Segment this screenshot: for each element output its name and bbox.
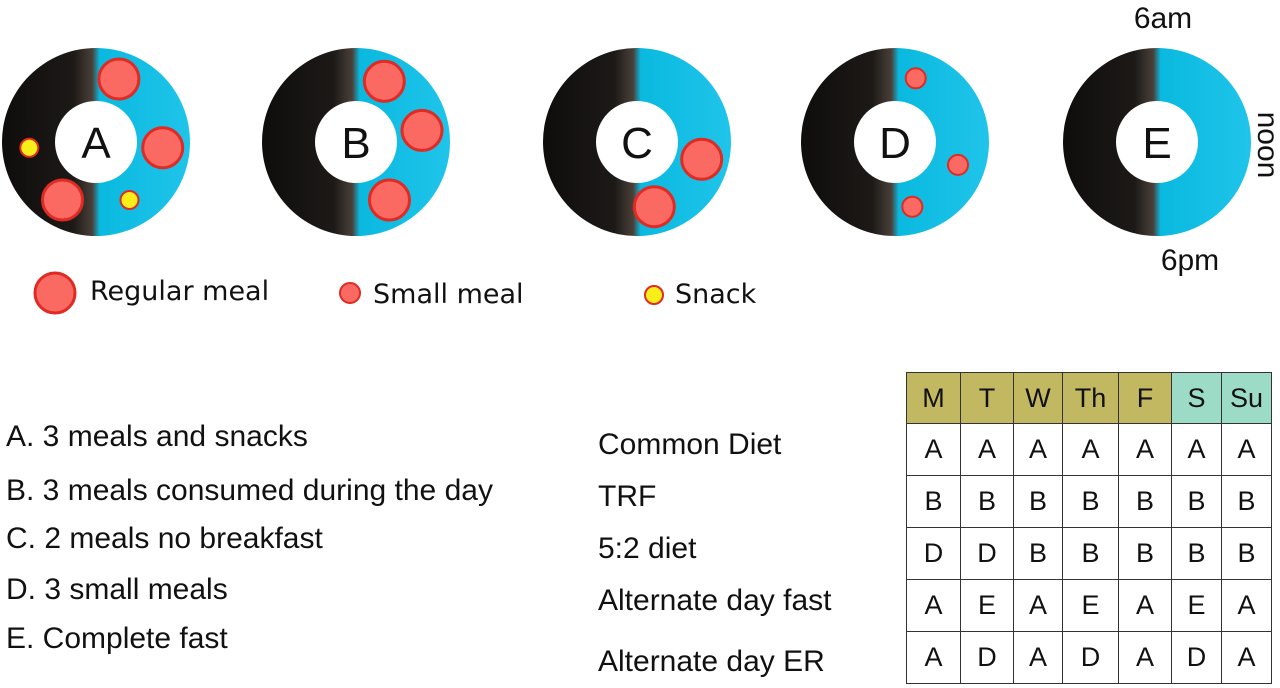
schedule-row-5-2-diet: D D B B B B B xyxy=(906,527,1272,580)
day-header-f: F xyxy=(1118,372,1172,424)
schedule-row-alternate-day-er: A D A D A D A xyxy=(906,631,1272,684)
regular-meal-marker xyxy=(400,108,444,152)
small-meal-marker xyxy=(901,195,924,218)
regular-meal-marker xyxy=(41,178,84,222)
day-header-t: T xyxy=(960,372,1014,424)
schedule-cell: A xyxy=(906,631,961,684)
day-header-row: M T W Th F S Su xyxy=(906,372,1272,424)
ring-center xyxy=(596,101,678,183)
schedule-cell: A xyxy=(960,423,1014,476)
ring-center xyxy=(1116,101,1198,183)
plan-name-alternate-day-fast: Alternate day fast xyxy=(598,584,832,617)
schedule-cell: A xyxy=(1221,631,1272,684)
pattern-ring-a: A xyxy=(2,48,190,236)
ring-center xyxy=(854,101,936,183)
legend-snack-marker xyxy=(644,285,664,305)
day-header-m: M xyxy=(906,372,961,424)
schedule-cell: B xyxy=(1221,527,1272,580)
schedule-cell: A xyxy=(1013,579,1063,632)
legend-regular-label: Regular meal xyxy=(90,276,270,307)
schedule-cell: E xyxy=(960,579,1014,632)
time-label-noon: noon xyxy=(1251,112,1280,179)
schedule-cell: D xyxy=(1062,631,1119,684)
schedule-cell: B xyxy=(1062,527,1119,580)
schedule-cell: B xyxy=(1118,527,1172,580)
weekly-schedule-table: M T W Th F S Su A A A A A A A B B B B B … xyxy=(906,372,1272,684)
schedule-cell: A xyxy=(1171,423,1222,476)
schedule-cell: A xyxy=(1013,423,1063,476)
pattern-ring-d: D xyxy=(801,48,989,236)
schedule-cell: A xyxy=(1118,579,1172,632)
regular-meal-marker xyxy=(141,126,185,170)
day-header-su: Su xyxy=(1221,372,1272,424)
legend-layer xyxy=(33,271,664,315)
schedule-cell: E xyxy=(1171,579,1222,632)
plan-name-5-2-diet: 5:2 diet xyxy=(598,532,697,565)
regular-meal-marker xyxy=(680,137,724,181)
schedule-row-common-diet: A A A A A A A xyxy=(906,423,1272,476)
schedule-cell: B xyxy=(1171,475,1222,528)
schedule-cell: D xyxy=(906,527,961,580)
schedule-cell: A xyxy=(1118,631,1172,684)
regular-meal-marker xyxy=(362,59,406,103)
legend-snack-label: Snack xyxy=(675,279,757,310)
ring-letter-e: E xyxy=(1142,119,1171,168)
ring-letter-a: A xyxy=(81,119,111,168)
schedule-cell: D xyxy=(1171,631,1222,684)
description-b: B. 3 meals consumed during the day xyxy=(6,474,493,507)
schedule-cell: D xyxy=(960,631,1014,684)
small-meal-marker xyxy=(947,153,969,176)
day-header-w: W xyxy=(1013,372,1063,424)
regular-meal-marker xyxy=(368,178,411,222)
description-d: D. 3 small meals xyxy=(6,573,228,606)
plan-name-common-diet: Common Diet xyxy=(598,428,782,461)
schedule-cell: A xyxy=(1062,423,1119,476)
schedule-cell: B xyxy=(906,475,961,528)
small-meal-marker xyxy=(904,67,927,90)
schedule-row-alternate-day-fast: A E A E A E A xyxy=(906,579,1272,632)
ring-center xyxy=(315,101,397,183)
schedule-row-trf: B B B B B B B xyxy=(906,475,1272,528)
pattern-ring-b: B xyxy=(262,48,450,236)
schedule-cell: B xyxy=(1013,475,1063,528)
schedule-cell: B xyxy=(1118,475,1172,528)
description-c: C. 2 meals no breakfast xyxy=(6,522,323,555)
snack-meal-marker xyxy=(19,137,40,158)
schedule-cell: B xyxy=(1062,475,1119,528)
rings-layer: A B C D E xyxy=(2,48,1251,236)
legend-small-marker xyxy=(339,282,361,304)
schedule-cell: A xyxy=(1221,579,1272,632)
snack-meal-marker xyxy=(119,190,140,210)
time-label-6am: 6am xyxy=(1134,2,1192,35)
schedule-cell: B xyxy=(1013,527,1063,580)
ring-letter-d: D xyxy=(879,119,911,168)
schedule-cell: A xyxy=(906,423,961,476)
schedule-cell: D xyxy=(960,527,1014,580)
schedule-cell: A xyxy=(1221,423,1272,476)
ring-letter-b: B xyxy=(341,119,370,168)
ring-center xyxy=(55,101,137,183)
regular-meal-marker xyxy=(632,185,676,229)
schedule-cell: A xyxy=(1118,423,1172,476)
day-header-s: S xyxy=(1171,372,1222,424)
pattern-ring-e: E xyxy=(1063,48,1251,236)
schedule-cell: E xyxy=(1062,579,1119,632)
day-header-th: Th xyxy=(1062,372,1119,424)
pattern-ring-c: C xyxy=(543,48,731,236)
description-a: A. 3 meals and snacks xyxy=(6,420,308,453)
meal-pattern-diagram: A B C D E 6am 6pm noon xyxy=(2,2,1280,315)
time-label-6pm: 6pm xyxy=(1161,244,1219,277)
schedule-cell: A xyxy=(1013,631,1063,684)
plan-name-trf: TRF xyxy=(598,480,657,513)
schedule-cell: B xyxy=(1221,475,1272,528)
regular-meal-marker xyxy=(97,57,141,101)
ring-letter-c: C xyxy=(621,119,653,168)
legend-small-label: Small meal xyxy=(373,279,524,310)
schedule-cell: B xyxy=(1171,527,1222,580)
plan-name-alternate-day-er: Alternate day ER xyxy=(598,645,825,678)
description-e: E. Complete fast xyxy=(6,622,228,655)
schedule-cell: A xyxy=(906,579,961,632)
legend-regular-marker xyxy=(33,271,77,315)
schedule-cell: B xyxy=(960,475,1014,528)
